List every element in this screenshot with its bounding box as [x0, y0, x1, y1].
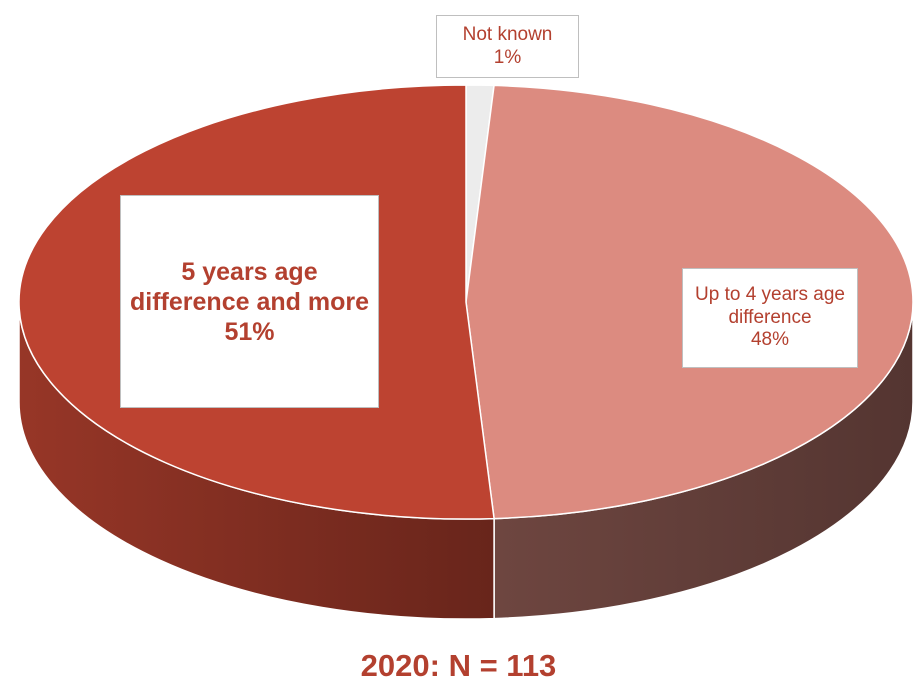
label-category: Not known — [462, 23, 553, 45]
data-label: 5 years age difference and more 51% — [120, 195, 379, 408]
chart-title: 2020: N = 113 — [360, 648, 557, 683]
data-label: Up to 4 years age difference 48% — [682, 268, 858, 368]
label-value: 48% — [750, 329, 790, 351]
label-category: Up to 4 years age difference — [695, 283, 845, 328]
label-value: 51% — [224, 317, 275, 346]
data-label: Not known 1% — [436, 15, 579, 78]
label-category: 5 years age difference and more — [130, 257, 369, 316]
label-value: 1% — [493, 46, 522, 68]
